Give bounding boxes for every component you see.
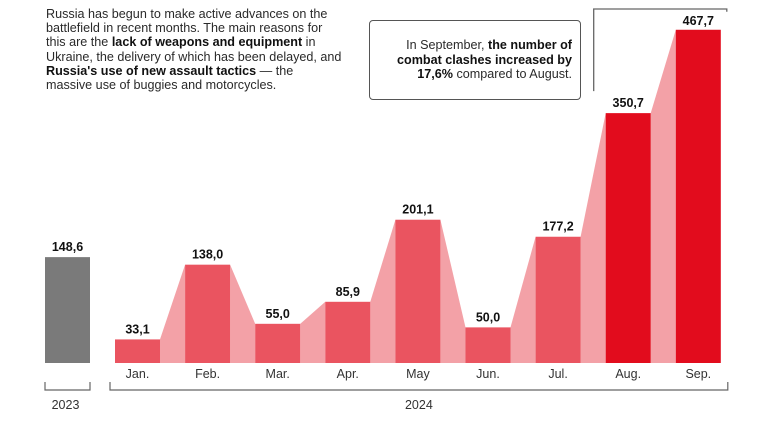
connector-7 [580, 113, 606, 363]
value-label-layer: 148,6 33,1 138,0 55,0 85,9 201,1 50,0 177,2 350,… [52, 14, 714, 337]
intro-text-part-1: Russia has begun to make active advances… [46, 7, 328, 50]
callout-text-part-2: compared to August. [452, 67, 572, 82]
intro-emphasis-weapons: lack of weapons and equipment [111, 35, 303, 50]
bar-sep [675, 29, 721, 363]
intro-text: Russia has begun to make active advances… [46, 7, 342, 92]
value-label-mar: 55,0 [266, 307, 290, 321]
connector-6 [510, 236, 536, 363]
bar-2023 [45, 257, 90, 363]
value-label-jan: 33,1 [125, 322, 149, 336]
value-label-aug: 350,7 [613, 96, 644, 110]
month-label-jul: Jul. [548, 367, 567, 381]
intro-text-part-3: — the massive use of buggies and motorcy… [46, 63, 294, 93]
month-label-apr: Apr. [337, 367, 359, 381]
connector-4 [370, 219, 396, 363]
intro-text-part-2: in Ukraine, the delivery of which has be… [46, 35, 342, 64]
intro-emphasis-tactics: Russia's use of new assault tactics [46, 63, 257, 78]
value-label-jul: 177,2 [542, 220, 573, 234]
value-label-apr: 85,9 [336, 285, 360, 299]
bar-mar [255, 323, 301, 363]
year-label-2024: 2024 [405, 398, 433, 412]
value-label-sep: 467,7 [683, 14, 714, 28]
month-label-sep: Sep. [685, 367, 711, 381]
bar-layer [45, 29, 721, 363]
connector-layer [160, 29, 676, 363]
bar-jul [535, 236, 581, 363]
bar-apr [325, 301, 371, 363]
bar-may [395, 219, 441, 363]
connector-2 [230, 264, 256, 363]
period-brackets: 2023 2024 [44, 8, 729, 412]
bracket-2024 [109, 382, 729, 391]
bracket-2023 [44, 382, 91, 391]
value-label-jun: 50,0 [476, 310, 500, 324]
connector-5 [440, 219, 466, 363]
month-label-feb: Feb. [195, 367, 220, 381]
value-label-feb: 138,0 [192, 248, 223, 262]
value-label-may: 201,1 [402, 203, 433, 217]
month-label-aug: Aug. [615, 367, 641, 381]
callout-box: In September, the number of combat clash… [369, 20, 581, 100]
bar-jun [465, 327, 511, 363]
connector-1 [160, 264, 186, 363]
highlight-bracket [593, 8, 728, 92]
month-label-jan: Jan. [126, 367, 150, 381]
bar-feb [185, 264, 231, 363]
connector-3 [300, 301, 326, 363]
connector-8 [650, 29, 676, 363]
month-label-may: May [406, 367, 430, 381]
year-label-2023: 2023 [52, 398, 80, 412]
bar-jan [115, 339, 160, 363]
value-label-2023: 148,6 [52, 240, 83, 254]
month-label-layer: Jan. Feb. Mar. Apr. May Jun. Jul. Aug. Sep. [126, 367, 711, 381]
bar-aug [605, 113, 651, 363]
month-label-jun: Jun. [476, 367, 500, 381]
callout-emphasis: the number of combat clashes increased b… [397, 38, 572, 82]
callout-text-part-1: In September, [406, 38, 489, 52]
month-label-mar: Mar. [266, 367, 290, 381]
